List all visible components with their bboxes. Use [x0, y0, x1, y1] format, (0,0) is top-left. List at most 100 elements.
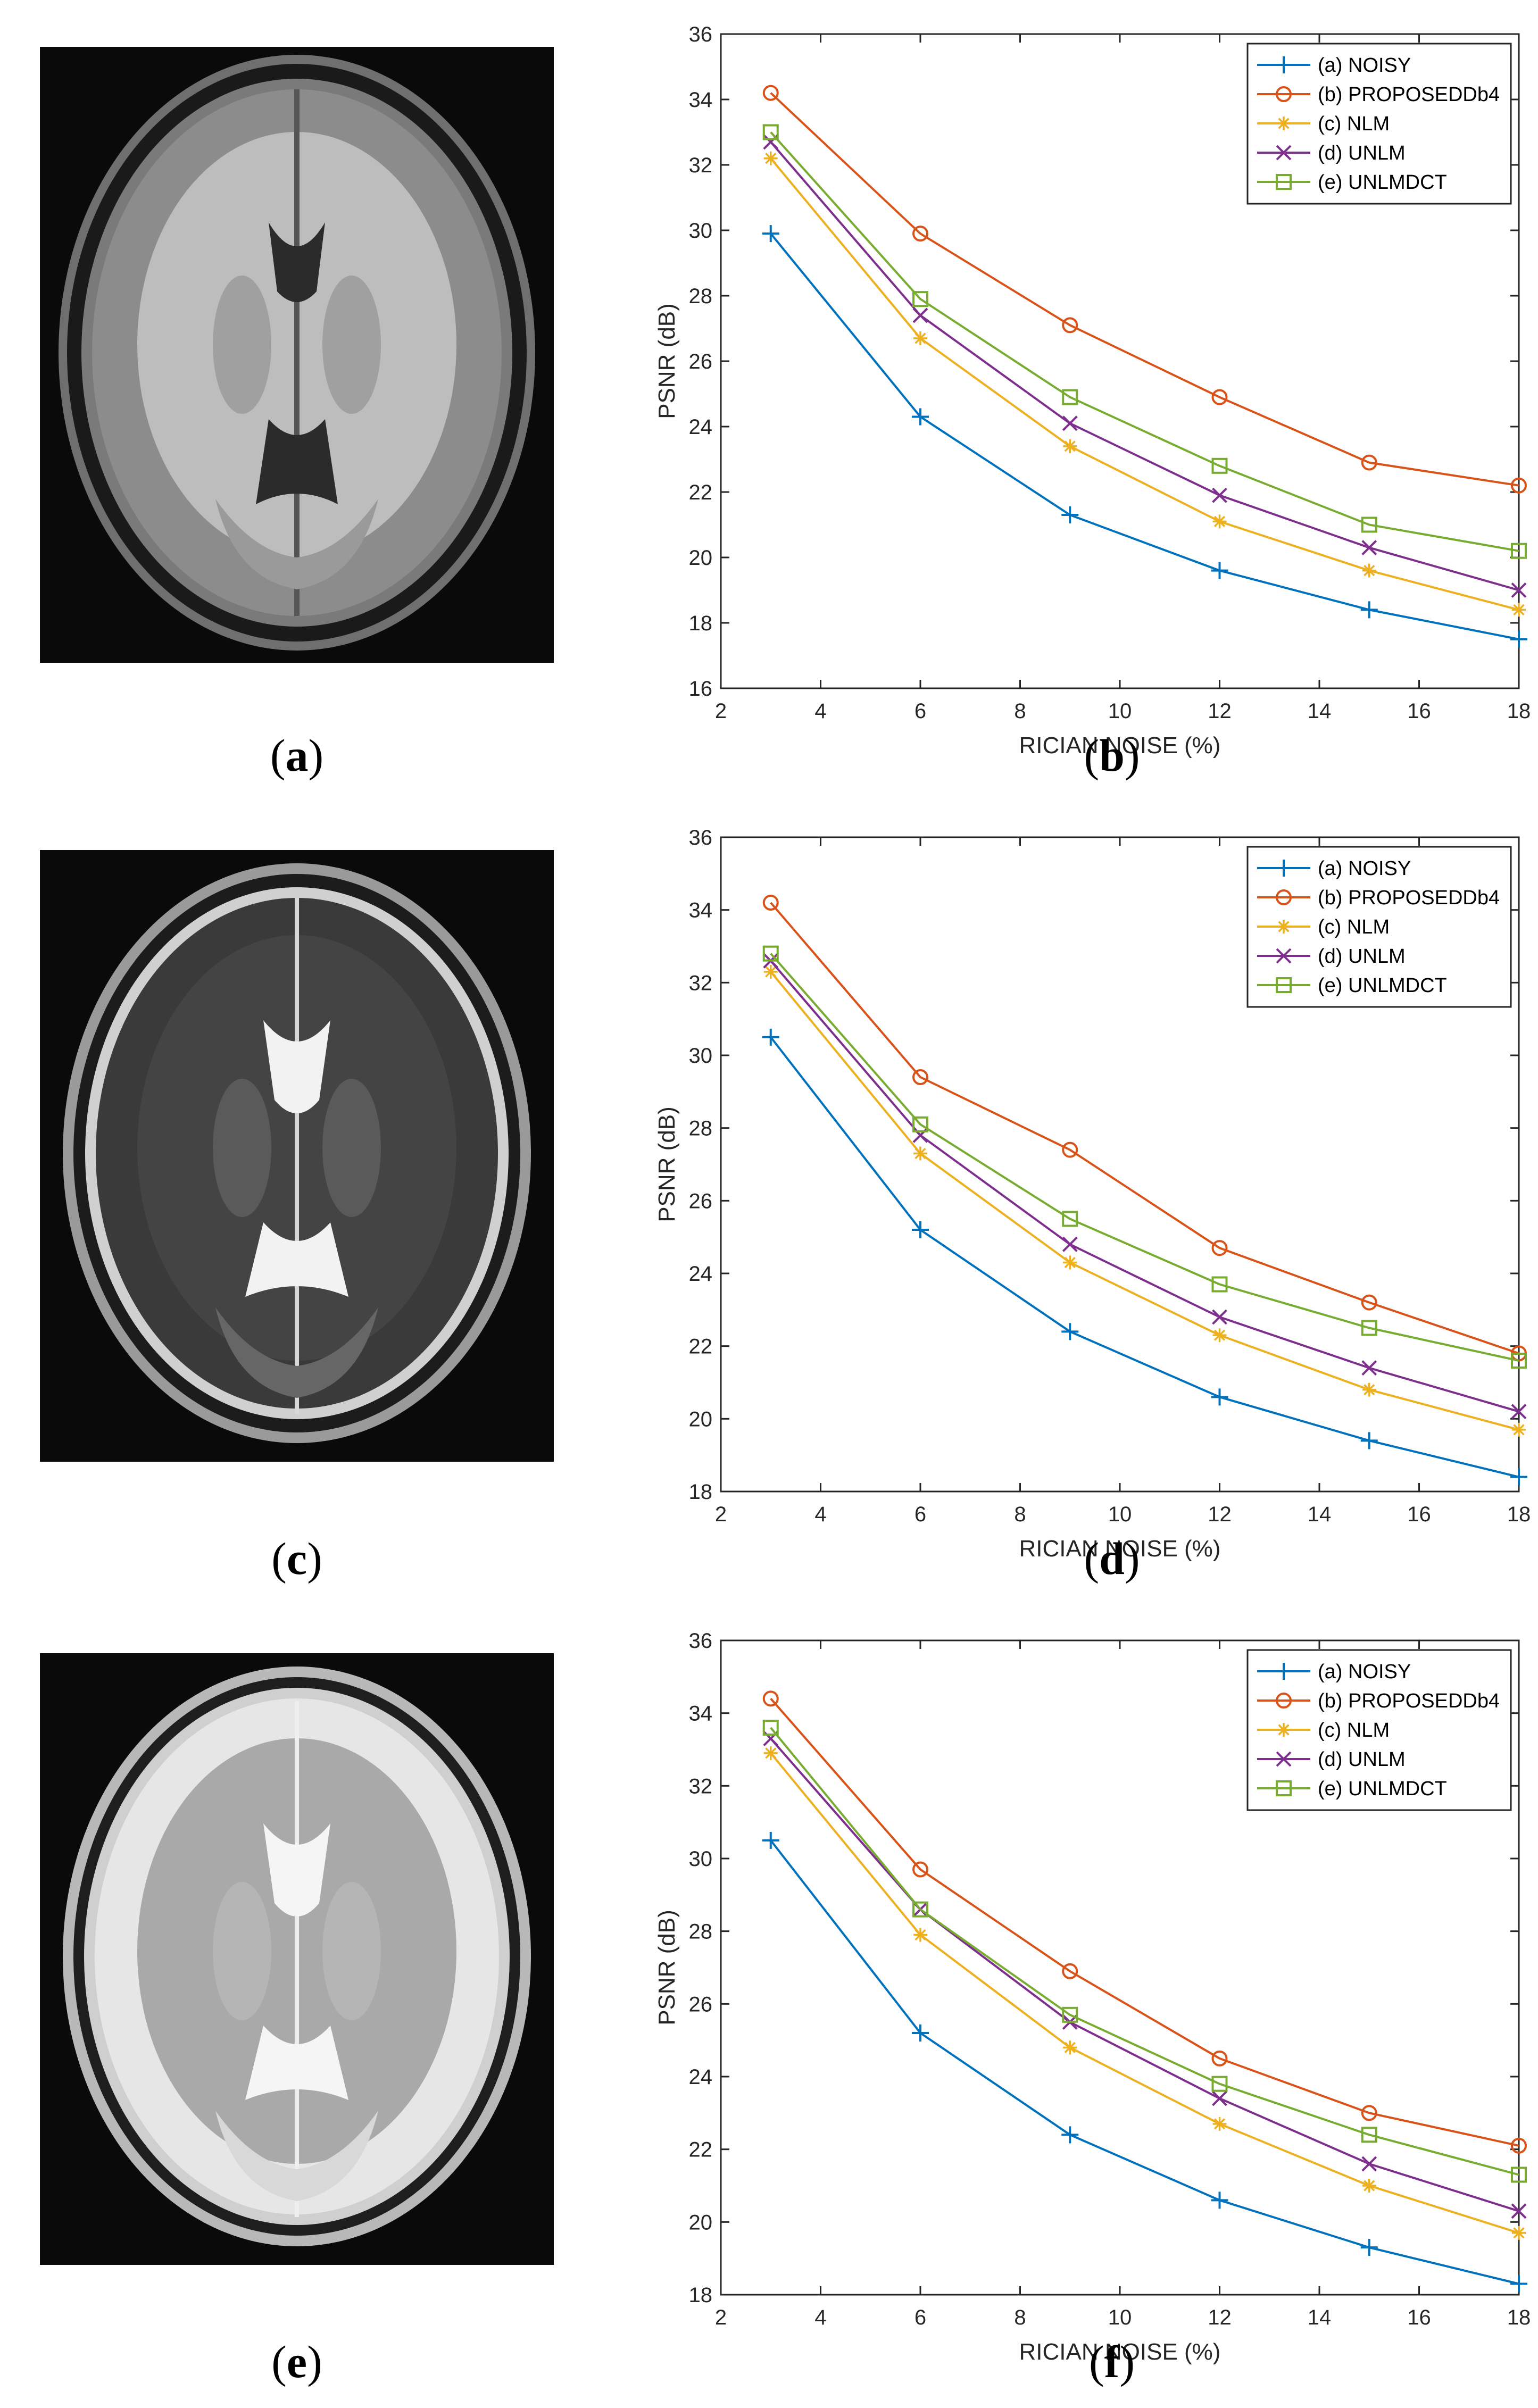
legend-label-noisy: (a) NOISY: [1318, 54, 1411, 77]
data-point-unlmdct: [912, 1901, 928, 1918]
y-tick-label: 30: [689, 1847, 713, 1871]
data-point-noisy: [762, 1028, 779, 1046]
x-tick-label: 6: [915, 699, 926, 723]
legend-label-unlm: (d) UNLM: [1318, 1748, 1406, 1771]
x-tick-label: 10: [1108, 699, 1132, 723]
legend-marker-unlmdct: [1276, 174, 1292, 190]
data-point-unlmdct: [762, 124, 779, 140]
data-point-unlm: [1361, 2156, 1377, 2172]
data-point-unlmdct: [762, 945, 779, 962]
caption-c: (c): [271, 1533, 322, 1584]
legend-label-proposed: (b) PROPOSEDDb4: [1318, 887, 1500, 909]
data-point-proposed: [762, 1690, 779, 1707]
data-point-unlmdct: [1211, 2076, 1228, 2092]
legend-marker-nlm: [1277, 920, 1291, 934]
data-point-unlm: [1511, 2203, 1527, 2219]
x-tick-label: 18: [1507, 699, 1531, 723]
data-point-noisy: [1360, 1432, 1378, 1449]
legend-label-unlmdct: (e) UNLMDCT: [1318, 171, 1447, 194]
mri-image-pd: [40, 1653, 554, 2265]
x-tick-label: 6: [915, 1503, 926, 1526]
data-point-proposed: [912, 226, 928, 242]
data-point-nlm: [913, 1928, 927, 1942]
caption-a: (a): [270, 730, 324, 781]
data-point-proposed: [1361, 1294, 1377, 1311]
y-tick-label: 26: [689, 1993, 713, 2016]
data-point-nlm: [1512, 1422, 1526, 1437]
data-point-nlm: [763, 964, 778, 979]
y-tick-label: 34: [689, 899, 713, 922]
data-point-proposed: [1511, 477, 1527, 494]
y-tick-label: 18: [689, 612, 713, 635]
y-tick-label: 20: [689, 546, 713, 570]
y-tick-label: 36: [689, 23, 713, 46]
data-point-nlm: [1362, 1382, 1376, 1397]
x-tick-label: 8: [1014, 1503, 1026, 1526]
data-point-nlm: [1063, 1255, 1077, 1270]
y-tick-label: 22: [689, 481, 713, 504]
data-point-unlm: [1511, 1404, 1527, 1420]
data-point-noisy: [1061, 506, 1079, 524]
data-point-unlmdct: [1211, 457, 1228, 474]
series-line-unlmdct: [770, 131, 1519, 552]
series-line-unlm: [770, 960, 1519, 1413]
data-point-noisy: [1510, 2275, 1527, 2293]
data-point-proposed: [1211, 389, 1228, 405]
legend-label-noisy: (a) NOISY: [1318, 857, 1411, 880]
x-tick-label: 14: [1308, 699, 1332, 723]
data-point-noisy: [1211, 562, 1228, 579]
data-point-unlmdct: [762, 1720, 779, 1736]
x-tick-label: 2: [715, 699, 727, 723]
data-point-proposed: [1062, 1141, 1078, 1158]
data-point-unlmdct: [912, 291, 928, 307]
data-point-noisy: [1360, 601, 1378, 619]
data-point-proposed: [1211, 1240, 1228, 1256]
caption-a-letter: a: [285, 730, 309, 781]
caption-f: (f): [1089, 2336, 1135, 2387]
data-point-noisy: [1510, 1468, 1527, 1486]
data-point-nlm: [1362, 2179, 1376, 2193]
legend-marker-proposed: [1276, 889, 1292, 905]
data-point-nlm: [1212, 2117, 1227, 2131]
data-point-unlmdct: [1062, 389, 1078, 405]
data-point-proposed: [912, 1861, 928, 1878]
y-tick-label: 22: [689, 1335, 713, 1359]
data-point-proposed: [912, 1069, 928, 1085]
data-point-noisy: [762, 225, 779, 243]
series-line-noisy: [770, 1036, 1519, 1478]
y-tick-label: 24: [689, 415, 713, 439]
legend-marker-unlm: [1276, 145, 1292, 161]
legend-marker-noisy: [1275, 860, 1292, 877]
series-line-nlm: [770, 971, 1519, 1431]
y-tick-label: 36: [689, 826, 713, 849]
legend-label-nlm: (c) NLM: [1318, 916, 1390, 938]
legend-marker-nlm: [1277, 116, 1291, 130]
x-tick-label: 16: [1407, 699, 1431, 723]
y-tick-label: 24: [689, 1262, 713, 1286]
series-line-unlmdct: [770, 1727, 1519, 2176]
x-tick-label: 16: [1407, 2306, 1431, 2329]
data-point-proposed: [1211, 2050, 1228, 2067]
data-point-nlm: [1212, 1328, 1227, 1343]
series-line-unlmdct: [770, 953, 1519, 1362]
legend-label-unlmdct: (e) UNLMDCT: [1318, 1778, 1447, 1800]
series-line-unlm: [770, 1738, 1519, 2212]
caption-e: (e): [271, 2336, 322, 2387]
legend-marker-unlmdct: [1276, 977, 1292, 993]
data-point-noisy: [912, 2024, 929, 2042]
x-tick-label: 12: [1208, 1503, 1232, 1526]
y-tick-label: 18: [689, 1480, 713, 1504]
data-point-proposed: [1361, 2105, 1377, 2121]
y-tick-label: 24: [689, 2065, 713, 2089]
data-point-nlm: [913, 331, 927, 345]
y-axis-label: PSNR (dB): [654, 303, 680, 419]
legend-label-unlmdct: (e) UNLMDCT: [1318, 974, 1447, 997]
data-point-unlmdct: [1211, 1276, 1228, 1293]
legend-marker-unlm: [1276, 1751, 1292, 1767]
y-tick-label: 32: [689, 154, 713, 177]
x-tick-label: 4: [814, 1503, 826, 1526]
data-point-proposed: [762, 895, 779, 911]
caption-b: (b): [1084, 730, 1140, 781]
data-point-unlm: [912, 307, 928, 323]
y-tick-label: 34: [689, 88, 713, 112]
